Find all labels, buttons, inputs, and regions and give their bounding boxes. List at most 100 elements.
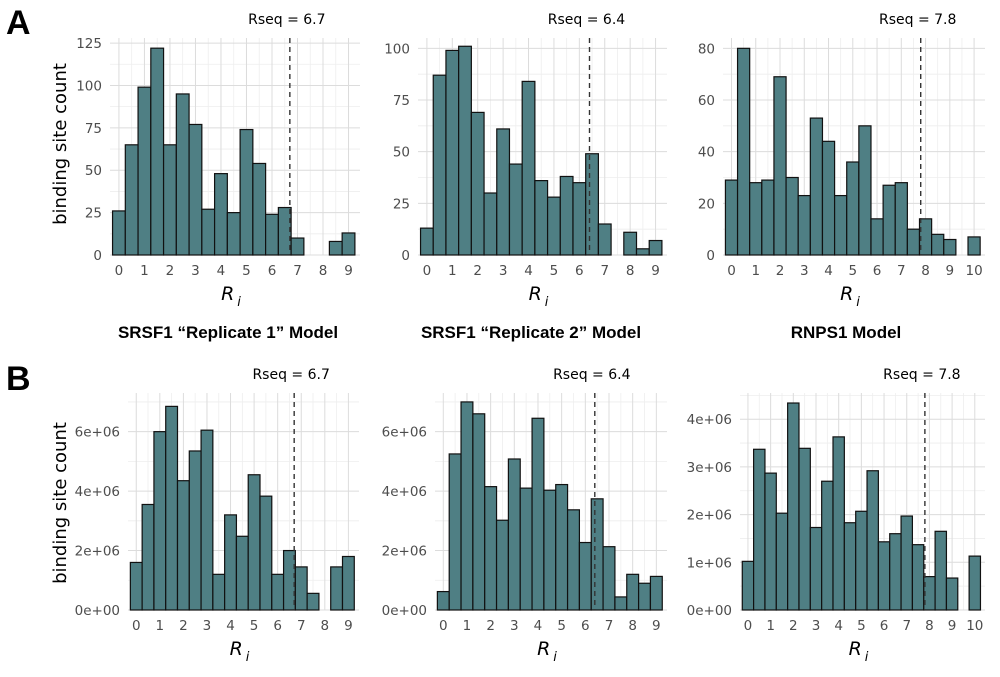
histogram-bar bbox=[931, 233, 945, 256]
histogram-bar bbox=[201, 208, 216, 256]
model-label-srsf1-rep1: SRSF1 “Replicate 1” Model bbox=[118, 323, 338, 342]
y-tick-label: 0 bbox=[401, 248, 410, 264]
x-tick-label: 1 bbox=[766, 618, 775, 634]
x-tick-label: 2 bbox=[179, 618, 188, 634]
histogram-bar bbox=[496, 128, 511, 256]
histogram-bar bbox=[736, 47, 751, 256]
histogram-bar bbox=[866, 470, 879, 611]
histogram-bar bbox=[546, 196, 561, 256]
histogram-bar bbox=[445, 49, 460, 256]
histogram-bar bbox=[945, 577, 959, 611]
histogram-bar bbox=[578, 541, 592, 611]
rseq-label: Rseq = 6.7 bbox=[252, 367, 329, 383]
y-tick-label: 2e+06 bbox=[382, 544, 427, 560]
x-tick-label: 4 bbox=[217, 263, 226, 279]
histogram-bar bbox=[785, 176, 799, 256]
histogram-bar bbox=[623, 231, 638, 256]
histogram-bar bbox=[200, 429, 214, 611]
histogram-bar bbox=[846, 161, 860, 256]
panel-letter-a: A bbox=[6, 4, 31, 42]
model-label-srsf1-rep2: SRSF1 “Replicate 2” Model bbox=[421, 323, 641, 342]
y-tick-label: 40 bbox=[698, 145, 715, 161]
x-tick-label: 0 bbox=[132, 618, 141, 634]
histogram-bar bbox=[787, 402, 800, 611]
histogram-bar bbox=[534, 180, 549, 256]
x-tick-label: 2 bbox=[486, 618, 495, 634]
histogram-bar bbox=[602, 546, 616, 611]
x-tick-label: 3 bbox=[203, 618, 212, 634]
x-tick-label: 3 bbox=[812, 618, 821, 634]
y-tick-label: 0 bbox=[706, 248, 715, 264]
histogram-bar bbox=[259, 495, 273, 611]
x-tick-label: 3 bbox=[191, 263, 200, 279]
histogram-bar bbox=[436, 590, 450, 611]
histogram-b1: Rseq = 6.7 0e+00 2e+06 4e+06 6e+06 0 1 2 3 4 5 6 7 8 9… bbox=[75, 367, 359, 665]
histogram-bar bbox=[855, 510, 868, 611]
histogram-bar bbox=[484, 486, 498, 611]
x-tick-label: 5 bbox=[242, 263, 251, 279]
histogram-bar bbox=[472, 413, 486, 611]
x-tick-label: 3 bbox=[510, 618, 519, 634]
x-tick-label: 0 bbox=[423, 263, 432, 279]
histogram-bar bbox=[508, 163, 523, 256]
rseq-label: Rseq = 6.7 bbox=[248, 12, 325, 28]
histogram-bar bbox=[176, 480, 190, 611]
x-tick-label: 9 bbox=[946, 263, 955, 279]
histogram-bar bbox=[894, 182, 908, 256]
histogram-bar bbox=[870, 218, 884, 256]
x-tick-label: 9 bbox=[652, 618, 661, 634]
histogram-bar bbox=[495, 519, 509, 611]
x-tick-label: 1 bbox=[140, 263, 149, 279]
y-tick-label: 75 bbox=[393, 93, 410, 109]
x-tick-label: 4 bbox=[534, 618, 543, 634]
x-tick-label: 2 bbox=[166, 263, 175, 279]
histogram-bar bbox=[188, 450, 202, 611]
histogram-bar bbox=[967, 236, 981, 256]
x-tick-label: 1 bbox=[751, 263, 760, 279]
histogram-bar bbox=[239, 128, 254, 256]
histogram-bar bbox=[519, 487, 533, 611]
model-label-rnps1: RNPS1 Model bbox=[791, 323, 902, 342]
x-tick-label: 1 bbox=[463, 618, 472, 634]
x-tick-label: 5 bbox=[550, 263, 559, 279]
x-tick-label: 2 bbox=[473, 263, 482, 279]
x-tick-label: 5 bbox=[848, 263, 857, 279]
x-tick-label: 7 bbox=[600, 263, 609, 279]
histogram-bar bbox=[306, 592, 320, 611]
histogram-bar bbox=[832, 436, 845, 611]
histogram-bar bbox=[460, 401, 474, 611]
histogram-bar bbox=[821, 140, 836, 256]
x-tick-label: 8 bbox=[925, 618, 934, 634]
y-tick-label: 50 bbox=[85, 163, 102, 179]
histogram-bar bbox=[843, 522, 857, 611]
histogram-bar bbox=[175, 93, 190, 256]
histogram-bar bbox=[188, 123, 203, 256]
x-tick-label: 9 bbox=[344, 618, 353, 634]
x-tick-label: 4 bbox=[524, 263, 533, 279]
histogram-bar bbox=[648, 239, 663, 256]
rseq-label: Rseq = 7.8 bbox=[883, 367, 960, 383]
x-tick-label: 10 bbox=[965, 263, 982, 279]
histogram-bar bbox=[877, 541, 891, 611]
histogram-bar bbox=[129, 561, 143, 611]
histogram-bar bbox=[531, 417, 545, 611]
x-tick-label: 1 bbox=[448, 263, 457, 279]
histogram-bar bbox=[911, 544, 925, 611]
x-tick-label: 3 bbox=[800, 263, 809, 279]
x-tick-label: 6 bbox=[873, 263, 882, 279]
x-tick-label: 4 bbox=[824, 263, 833, 279]
x-tick-label: 5 bbox=[250, 618, 259, 634]
y-tick-label: 60 bbox=[698, 93, 715, 109]
y-tick-label: 1e+06 bbox=[687, 555, 732, 571]
histogram-bar bbox=[900, 515, 914, 611]
histogram-bar bbox=[968, 555, 982, 611]
histogram-bar bbox=[543, 489, 557, 611]
histogram-bar bbox=[432, 74, 447, 256]
histogram-bar bbox=[328, 240, 343, 256]
x-tick-label: 6 bbox=[880, 618, 889, 634]
x-tick-label: 6 bbox=[268, 263, 277, 279]
histogram-bar bbox=[934, 530, 948, 611]
histogram-bar bbox=[858, 125, 872, 256]
